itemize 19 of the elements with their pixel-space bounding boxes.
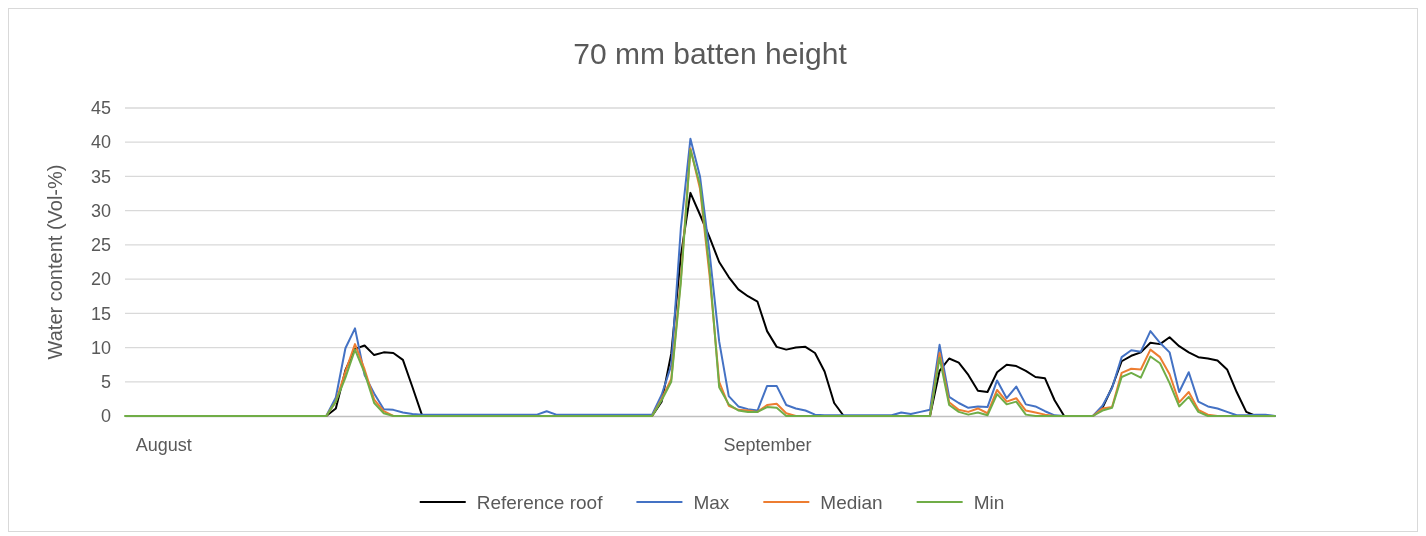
legend-label: Max: [693, 492, 730, 513]
x-tick-label: August: [135, 434, 192, 455]
y-tick-label: 25: [90, 235, 111, 256]
y-tick-label: 20: [90, 269, 111, 290]
chart-title: 70 mm batten height: [573, 37, 848, 70]
legend-label: Median: [820, 492, 883, 513]
y-tick-label: 15: [90, 303, 111, 324]
y-tick-label: 45: [90, 98, 111, 119]
y-tick-label: 40: [90, 132, 111, 153]
y-tick-label: 0: [100, 406, 111, 427]
legend-label: Reference roof: [476, 492, 604, 513]
legend-label: Min: [973, 492, 1005, 513]
y-tick-label: 5: [100, 372, 111, 393]
y-tick-label: 30: [90, 200, 111, 221]
x-tick-label: September: [723, 434, 812, 455]
y-tick-label: 35: [90, 166, 111, 187]
y-tick-label: 10: [90, 337, 111, 358]
line-series: [124, 148, 1276, 417]
y-axis-title: Water content (Vol-%): [44, 164, 66, 360]
